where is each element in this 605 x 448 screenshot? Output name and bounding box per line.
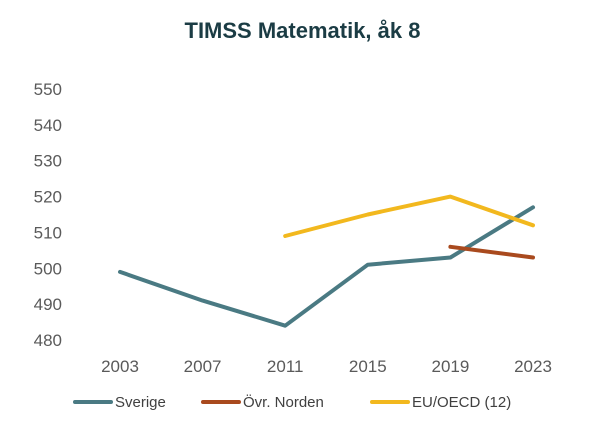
- x-tick-label: 2011: [267, 357, 304, 376]
- y-tick-label: 500: [34, 259, 62, 278]
- y-tick-label: 540: [34, 116, 62, 135]
- y-tick-label: 530: [34, 152, 62, 171]
- x-tick-label: 2023: [514, 357, 552, 376]
- series-line-3: [283, 194, 535, 238]
- legend-label: EU/OECD (12): [412, 394, 511, 411]
- y-tick-label: 480: [34, 331, 62, 350]
- chart-title: TIMSS Matematik, åk 8: [184, 18, 421, 43]
- legend-label: Övr. Norden: [243, 393, 324, 411]
- y-tick-label: 550: [34, 80, 62, 99]
- y-tick-label: 520: [34, 188, 62, 207]
- y-tick-label: 490: [34, 295, 62, 314]
- y-tick-label: 510: [34, 223, 62, 242]
- x-tick-label: 2019: [431, 357, 469, 376]
- x-tick-label: 2015: [349, 357, 387, 376]
- series-line-2: [448, 244, 535, 260]
- legend-label: Sverige: [115, 394, 166, 411]
- x-tick-label: 2007: [184, 357, 222, 376]
- x-tick-label: 2003: [101, 357, 139, 376]
